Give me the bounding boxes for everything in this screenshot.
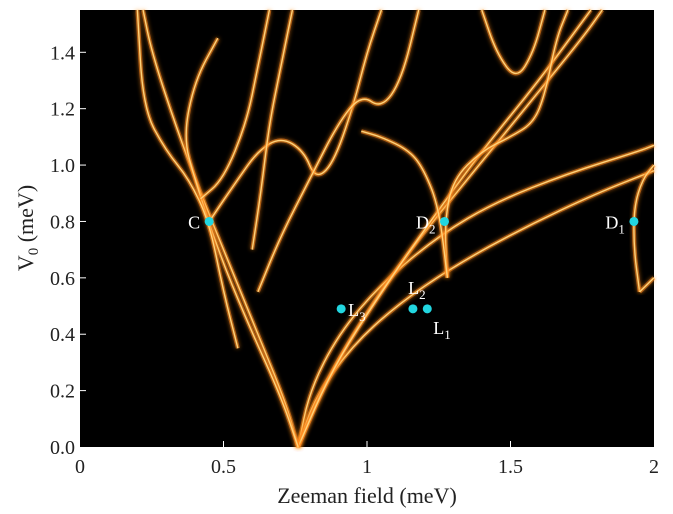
marker-dot-0	[204, 216, 214, 226]
y-axis-label-main: V	[13, 255, 38, 271]
curve-core-3	[297, 9, 592, 448]
y-tick-label-3: 0.6	[50, 268, 75, 290]
x-axis-label: Zeeman field (meV)	[277, 483, 457, 508]
x-tick-label-0: 0	[75, 456, 85, 478]
y-axis-ticks: 0.0 0.2 0.4 0.6 0.8 1.0 1.2 1.4	[50, 42, 86, 459]
curve-core-8	[257, 9, 420, 293]
y-tick-label-6: 1.2	[50, 99, 75, 121]
x-axis-ticks: 0 0.5 1 1.5 2	[75, 441, 659, 478]
curve-core-12	[633, 164, 655, 292]
y-axis-label: V0 (meV)	[13, 185, 42, 271]
x-tick-label-4: 2	[649, 456, 659, 478]
curve-core-11	[361, 130, 449, 278]
y-tick-label-0: 0.0	[50, 437, 75, 459]
marker-points: C D2 D1 L3 L2 L1	[188, 212, 639, 342]
curve-core-10	[444, 9, 569, 278]
marker-dot-2	[629, 216, 639, 226]
marker-label-3: L3	[348, 300, 366, 324]
marker-label-0: C	[188, 212, 200, 232]
y-tick-label-5: 1.0	[50, 155, 75, 177]
y-tick-label-2: 0.4	[50, 324, 75, 346]
y-axis-label-unit: (meV)	[13, 185, 38, 242]
marker-label-5: L1	[433, 318, 451, 342]
curve-core-6	[136, 9, 239, 349]
x-tick-label-3: 1.5	[498, 456, 523, 478]
curve-core-5	[185, 37, 299, 448]
curve-core-13	[639, 277, 655, 293]
marker-dot-5	[422, 304, 432, 314]
marker-dot-4	[408, 304, 418, 314]
curve-core-1	[297, 170, 655, 448]
y-tick-label-4: 0.8	[50, 211, 75, 233]
x-tick-label-1: 0.5	[211, 456, 236, 478]
curve-core-9	[251, 9, 294, 250]
marker-dot-1	[439, 216, 449, 226]
curve-core-15	[200, 9, 271, 200]
marker-dot-3	[336, 304, 346, 314]
bright-curves	[135, 8, 656, 448]
x-tick-label-2: 1	[362, 456, 372, 478]
plot-background	[80, 10, 654, 447]
marker-label-2: D1	[605, 212, 625, 236]
y-tick-label-7: 1.4	[50, 42, 75, 64]
y-axis-label-sub: 0	[26, 248, 42, 256]
marker-label-4: L2	[408, 278, 426, 302]
y-tick-label-1: 0.2	[50, 381, 75, 403]
curve-core-0	[297, 144, 655, 448]
curve-core-14	[481, 9, 546, 75]
marker-label-1: D2	[416, 212, 436, 236]
